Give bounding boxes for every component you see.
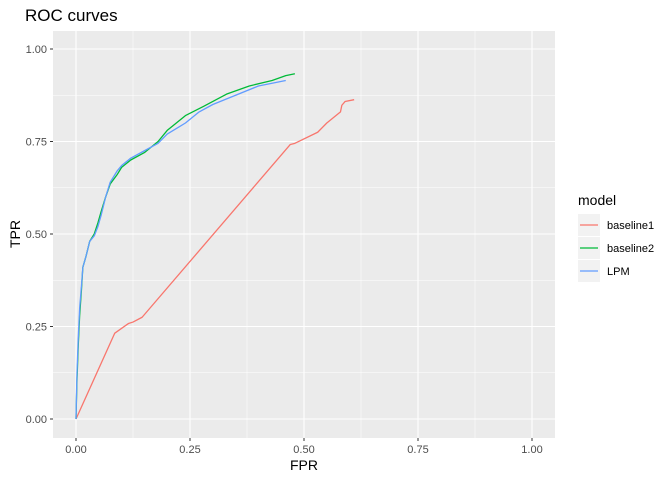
y-tick-label: 1.00 (26, 44, 47, 56)
series-layer (75, 73, 355, 420)
x-tick-label: 0.00 (65, 444, 86, 456)
legend: model baseline1 baseline2 LPM (578, 192, 654, 282)
legend-label-baseline2: baseline2 (607, 243, 654, 255)
legend-label-baseline1: baseline1 (607, 220, 654, 232)
series-line-baseline1 (75, 99, 355, 420)
x-tick-label: 0.75 (407, 444, 428, 456)
x-axis-title: FPR (290, 457, 318, 473)
y-tick-label: 0.00 (26, 414, 47, 426)
legend-label-LPM: LPM (607, 266, 630, 278)
y-tick-label: 0.75 (26, 137, 47, 149)
y-axis-title: TPR (7, 220, 23, 248)
x-axis: 0.00 0.25 0.50 0.75 1.00 (65, 438, 543, 456)
x-tick-label: 0.50 (293, 444, 314, 456)
series-line-LPM (75, 79, 286, 420)
y-axis: 0.00 0.25 0.50 0.75 1.00 (26, 44, 53, 426)
legend-title: model (578, 192, 616, 208)
x-tick-label: 1.00 (521, 444, 542, 456)
grid-lines (53, 31, 555, 438)
y-tick-label: 0.50 (26, 229, 47, 241)
chart-title: ROC curves (25, 6, 118, 25)
x-tick-label: 0.25 (179, 444, 200, 456)
y-tick-label: 0.25 (26, 322, 47, 334)
